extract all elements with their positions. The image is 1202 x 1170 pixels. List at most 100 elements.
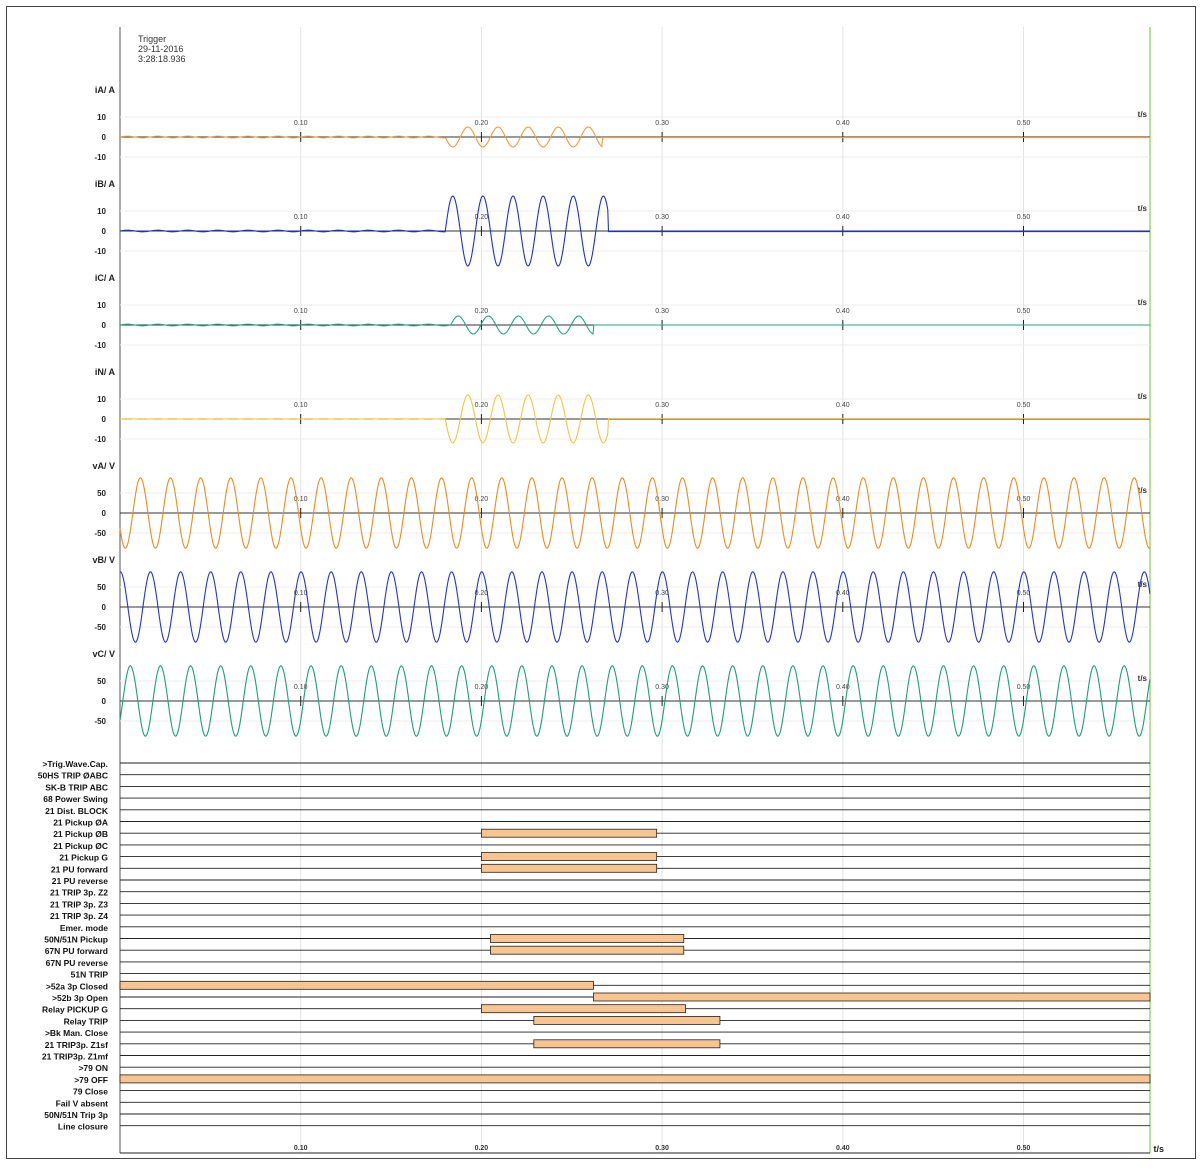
channel-label: vB/ V	[92, 555, 115, 565]
digital-row: 51N TRIP	[71, 970, 1150, 980]
digital-label: 51N TRIP	[71, 970, 109, 980]
digital-active-bar	[593, 992, 1151, 1002]
digital-row: Relay PICKUP G	[42, 1004, 1150, 1015]
digital-row: >52b 3p Open	[52, 992, 1151, 1003]
digital-label: 21 TRIP3p. Z1sf	[45, 1040, 108, 1050]
x-tick-label: 0.30	[655, 308, 669, 315]
x-unit-label: t/s	[1138, 204, 1148, 213]
y-tick-label: 50	[97, 677, 106, 686]
x-tick-label: 0.40	[836, 496, 850, 503]
digital-active-bar	[481, 828, 658, 838]
digital-label: 50HS TRIP ØABC	[38, 771, 108, 781]
y-tick-label: -50	[94, 529, 106, 538]
digital-row: >Bk Man. Close	[45, 1028, 1150, 1038]
y-tick-label: 0	[102, 509, 107, 518]
digital-label: 21 PU reverse	[52, 876, 109, 886]
digital-label: 67N PU forward	[45, 946, 108, 956]
digital-label: Relay PICKUP G	[42, 1005, 108, 1015]
analog-panel-0: iA/ A 10 0 -10 0.10 0.20 0.30 0.40 0.50 t/s	[94, 85, 1150, 162]
y-tick-label: 10	[97, 113, 106, 122]
analog-panel-4: vA/ V 50 0 -50 0.10 0.20 0.30 0.40 0.50 t/s	[92, 461, 1151, 549]
x-tick-label: 0.20	[475, 214, 489, 221]
x-unit-label: t/s	[1138, 392, 1148, 401]
digital-x-tick-label: 0.30	[655, 1145, 669, 1152]
x-unit-label: t/s	[1138, 298, 1148, 307]
digital-row: 21 TRIP3p. Z1sf	[45, 1039, 1150, 1050]
x-tick-label: 0.10	[294, 214, 308, 221]
x-tick-label: 0.10	[294, 496, 308, 503]
x-tick-label: 0.20	[475, 402, 489, 409]
channel-label: iN/ A	[95, 367, 116, 377]
digital-row: >52a 3p Closed	[46, 980, 1150, 991]
y-tick-label: 50	[97, 583, 106, 592]
x-tick-label: 0.10	[294, 402, 308, 409]
x-tick-label: 0.50	[1017, 496, 1031, 503]
x-tick-label: 0.20	[475, 684, 489, 691]
digital-active-bar	[481, 863, 658, 873]
y-tick-label: -10	[94, 435, 106, 444]
x-tick-label: 0.50	[1017, 684, 1031, 691]
x-tick-label: 0.30	[655, 496, 669, 503]
channel-label: vA/ V	[92, 461, 115, 471]
x-tick-label: 0.30	[655, 120, 669, 127]
channel-label: vC/ V	[92, 649, 115, 659]
digital-label: 21 TRIP 3p. Z4	[50, 911, 108, 921]
x-tick-label: 0.20	[475, 590, 489, 597]
digital-active-bar	[490, 945, 685, 955]
digital-row: 21 TRIP 3p. Z3	[50, 899, 1150, 909]
x-tick-label: 0.30	[655, 590, 669, 597]
digital-x-tick-label: 0.50	[1017, 1145, 1031, 1152]
digital-x-tick-label: 0.20	[475, 1145, 489, 1152]
digital-label: 79 Close	[73, 1087, 108, 1097]
digital-row: 21 Pickup ØB	[53, 828, 1150, 839]
digital-label: 21 PU forward	[51, 864, 108, 874]
trigger-info: Trigger 29-11-2016 3:28:18.936	[138, 34, 186, 64]
y-tick-label: 0	[102, 227, 107, 236]
digital-label: >52b 3p Open	[52, 993, 108, 1003]
analog-panel-1: iB/ A 10 0 -10 0.10 0.20 0.30 0.40 0.50 t/s	[94, 179, 1150, 267]
digital-x-tick-label: 0.40	[836, 1145, 850, 1152]
digital-row: 50N/51N Trip 3p	[44, 1110, 1150, 1120]
digital-label: 21 Pickup ØA	[53, 818, 108, 828]
y-tick-label: 0	[102, 415, 107, 424]
x-tick-label: 0.10	[294, 590, 308, 597]
x-tick-label: 0.20	[475, 308, 489, 315]
digital-label: 21 Pickup G	[59, 853, 108, 863]
y-tick-label: -50	[94, 717, 106, 726]
trigger-date: 29-11-2016	[138, 44, 184, 54]
digital-row: 21 TRIP 3p. Z2	[50, 888, 1150, 898]
x-tick-label: 0.30	[655, 402, 669, 409]
digital-label: 21 Pickup ØC	[53, 841, 108, 851]
x-tick-label: 0.40	[836, 214, 850, 221]
digital-label: >79 OFF	[74, 1075, 108, 1085]
digital-row: 21 Pickup ØC	[53, 841, 1150, 851]
digital-label: 50N/51N Trip 3p	[44, 1110, 108, 1120]
digital-row: 50HS TRIP ØABC	[38, 771, 1150, 781]
digital-active-bar	[533, 1016, 721, 1025]
y-tick-label: 50	[97, 489, 106, 498]
digital-row: 79 Close	[73, 1087, 1150, 1097]
digital-label: >79 ON	[78, 1063, 108, 1073]
y-tick-label: 10	[97, 395, 106, 404]
digital-x-tick-label: 0.10	[294, 1145, 308, 1152]
digital-active-bar	[481, 852, 658, 861]
digital-row: 21 TRIP 3p. Z4	[50, 911, 1150, 921]
y-tick-label: 10	[97, 207, 106, 216]
x-tick-label: 0.10	[294, 120, 308, 127]
outer-border	[6, 6, 1196, 1159]
analog-panel-6: vC/ V 50 0 -50 0.10 0.20 0.30 0.40 0.50 t/s	[92, 649, 1151, 737]
x-tick-label: 0.50	[1017, 120, 1031, 127]
channel-label: iC/ A	[95, 273, 116, 283]
digital-row: 68 Power Swing	[43, 794, 1150, 804]
y-tick-label: -10	[94, 341, 106, 350]
x-tick-label: 0.30	[655, 684, 669, 691]
analog-panel-2: iC/ A 10 0 -10 0.10 0.20 0.30 0.40 0.50 t/s	[94, 273, 1150, 350]
y-tick-label: 0	[102, 697, 107, 706]
x-tick-label: 0.40	[836, 308, 850, 315]
digital-row: 21 Pickup G	[59, 852, 1150, 863]
x-unit-label: t/s	[1138, 110, 1148, 119]
waveform-vB	[119, 571, 1151, 643]
x-tick-label: 0.20	[475, 120, 489, 127]
